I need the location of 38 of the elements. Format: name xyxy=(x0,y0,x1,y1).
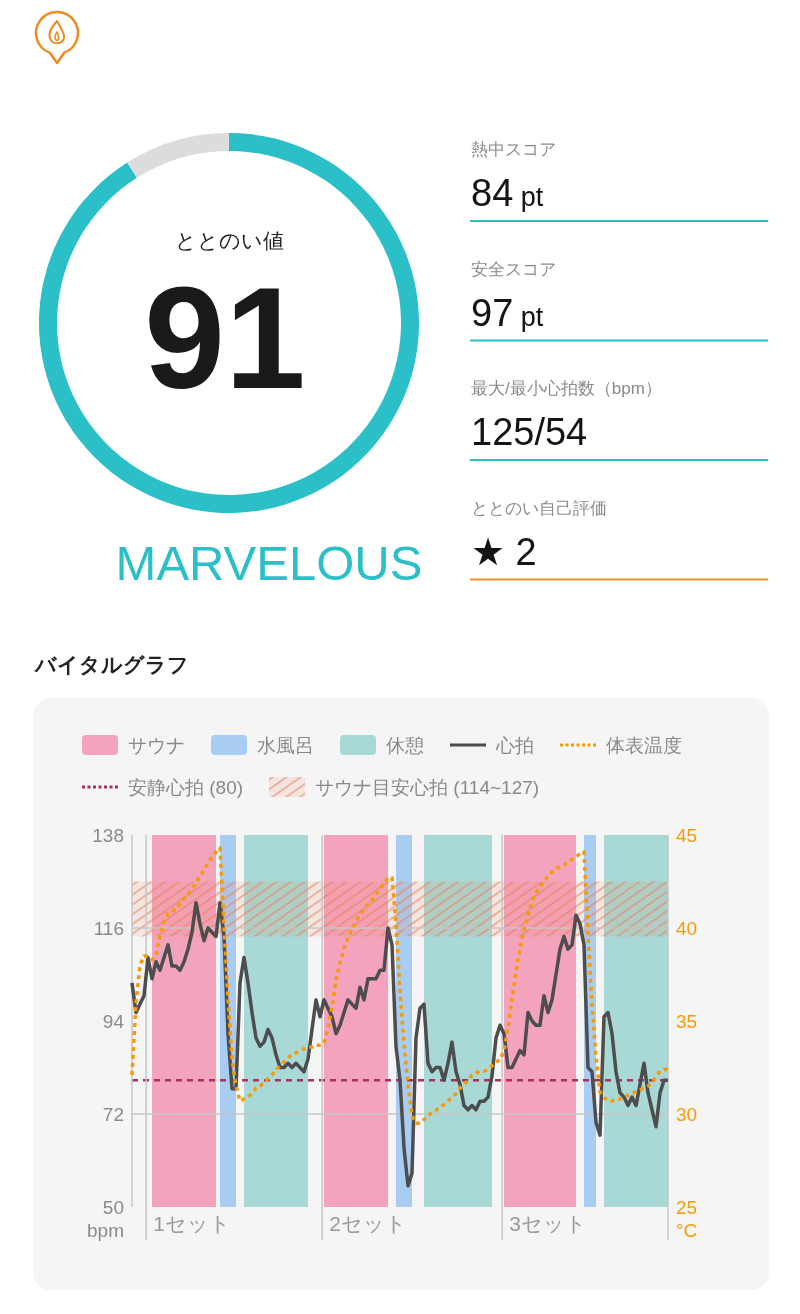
data-label: 91 xyxy=(144,257,306,419)
legend-label: 休憩 xyxy=(386,734,424,756)
x-tick-label: 2セット xyxy=(329,1212,407,1235)
text: 84 pt xyxy=(471,172,544,214)
y2-axis-title: °C xyxy=(676,1220,698,1241)
legend-label: 安静心拍 (80) xyxy=(128,776,244,798)
text: ★ 2 xyxy=(471,530,537,573)
y-tick-label: 138 xyxy=(92,824,124,846)
y2-tick-label: 40 xyxy=(676,917,698,939)
legend-label: サウナ xyxy=(128,734,185,756)
x-tick-label: 3セット xyxy=(509,1212,587,1235)
legend-label: 水風呂 xyxy=(257,734,314,756)
y-tick-label: 94 xyxy=(102,1010,125,1032)
y-tick-label: 116 xyxy=(93,917,124,939)
text: 125/54 xyxy=(471,411,588,453)
text: 97 pt xyxy=(471,291,544,334)
text: MARVELOUS xyxy=(115,536,423,590)
y-tick-label: 72 xyxy=(102,1103,124,1125)
donut-slice xyxy=(127,133,229,178)
legend-label: 心拍 xyxy=(495,734,534,756)
x-tick-label: 1セット xyxy=(153,1212,231,1235)
text: ととのい値 xyxy=(174,229,284,252)
donut-slice xyxy=(39,133,419,513)
chart-title: バイタルグラフ xyxy=(34,653,189,676)
y-axis-title: bpm xyxy=(87,1220,124,1241)
y2-tick-label: 35 xyxy=(676,1010,698,1032)
y2-tick-label: 45 xyxy=(676,824,698,846)
line-series xyxy=(130,900,670,1188)
text: 安全スコア xyxy=(471,259,556,279)
legend-label: サウナ目安心拍 (114~127) xyxy=(315,776,540,798)
text: 最大/最小心拍数（bpm） xyxy=(471,379,662,398)
text: 熱中スコア xyxy=(471,140,556,159)
line-series xyxy=(130,846,670,1126)
y-tick-label: 50 xyxy=(102,1196,124,1218)
y2-tick-label: 30 xyxy=(676,1103,698,1125)
y2-tick-label: 25 xyxy=(676,1196,698,1218)
text: ととのい自己評価 xyxy=(471,498,607,518)
legend-label: 体表温度 xyxy=(606,734,682,756)
